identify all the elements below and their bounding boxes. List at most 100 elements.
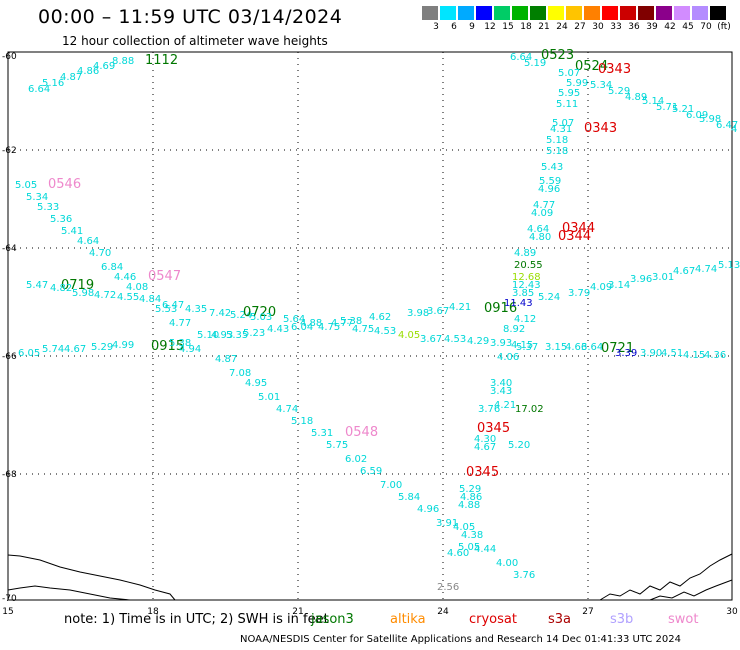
- wave-height-label: 5.18: [546, 135, 568, 146]
- wave-height-label: 5.05: [15, 180, 37, 191]
- note-text: note: 1) Time is in UTC; 2) SWH is in fe…: [64, 612, 329, 627]
- color-scale-swatch: [674, 6, 690, 20]
- color-scale-swatch: [458, 6, 474, 20]
- coastline-east-inner: [649, 579, 733, 601]
- wave-height-label: 4.64: [77, 236, 99, 247]
- color-scale-label: 6: [451, 22, 457, 32]
- wave-height-label: 4.86: [460, 492, 482, 503]
- wave-height-label: 4.60: [447, 548, 469, 559]
- color-scale-swatch: [566, 6, 582, 20]
- wave-height-label: 3.40: [490, 378, 512, 389]
- color-scale-label: 15: [502, 22, 514, 32]
- wave-height-label: 6.84: [101, 262, 123, 273]
- coastline-sw: [7, 585, 131, 601]
- color-scale-label: 42: [664, 22, 676, 32]
- wave-height-label: 4.09: [531, 208, 553, 219]
- wave-height-label: 4.00: [496, 558, 518, 569]
- wave-height-label: 4.88: [300, 318, 322, 329]
- wave-height-label: 5.98: [72, 288, 94, 299]
- legend-item-altika: altika: [390, 612, 426, 627]
- wave-height-label: 4.62: [369, 312, 391, 323]
- wave-height-label: 5.43: [541, 162, 563, 173]
- pass-time-label: 0548: [345, 425, 378, 440]
- wave-height-label: 6.64: [28, 84, 50, 95]
- wave-height-label: 4.36: [704, 350, 726, 361]
- wave-height-label: 4.86: [77, 66, 99, 77]
- wave-height-label: 6.05: [18, 348, 40, 359]
- wave-height-label: 4.44: [474, 544, 496, 555]
- wave-height-label: 5.99: [566, 78, 588, 89]
- wave-height-label: 4.64: [527, 224, 549, 235]
- wave-height-label: 4.87: [60, 72, 82, 83]
- wave-height-label: 4.09: [590, 282, 612, 293]
- wave-height-label: 3.76: [478, 404, 500, 415]
- color-scale-swatch: [638, 6, 654, 20]
- x-tick-label: 30: [726, 607, 738, 617]
- pass-time-label: 0345: [466, 465, 499, 480]
- color-scale-label: 27: [574, 22, 586, 32]
- wave-height-label: 3.91: [436, 518, 458, 529]
- y-tick-label: -68: [2, 470, 17, 480]
- coastline: [7, 553, 733, 601]
- wave-height-label: 4.75: [352, 324, 374, 335]
- x-tick-label: 15: [2, 607, 13, 617]
- wave-height-label: 3.76: [513, 570, 535, 581]
- pass-time-label: 0719: [61, 278, 94, 293]
- wave-height-label: 5.10: [197, 330, 219, 341]
- color-scale-label: 36: [628, 22, 640, 32]
- wave-height-label: 5.03: [250, 312, 272, 323]
- color-scale-swatch: [422, 6, 438, 20]
- pass-time-label: 0523: [541, 48, 574, 63]
- color-scale-swatch: [476, 6, 492, 20]
- wave-height-label: 7.08: [229, 368, 251, 379]
- wave-height-label: 8.88: [112, 56, 134, 67]
- wave-height-label: 4.77: [169, 318, 191, 329]
- wave-height-label: 3.90: [640, 348, 662, 359]
- wave-height-label: 5.71: [656, 102, 678, 113]
- wave-height-label: 17.02: [515, 404, 544, 415]
- x-tick-label: 27: [582, 607, 593, 617]
- legend-item-s3b: s3b: [610, 612, 634, 627]
- color-scale-swatch: [440, 6, 456, 20]
- wave-height-label: 5.21: [672, 104, 694, 115]
- pass-time-label: 0343: [584, 121, 617, 136]
- pass-time-label: 0344: [562, 221, 595, 236]
- pass-time-label: 0547: [148, 269, 181, 284]
- color-scale-swatch: [620, 6, 636, 20]
- legend-item-jason3: jason3: [311, 612, 354, 627]
- wave-height-label: 4.51: [661, 348, 683, 359]
- wave-height-label: 4.94: [179, 344, 201, 355]
- wave-height-label: 4.05: [453, 522, 475, 533]
- wave-height-label: 5.19: [524, 58, 546, 69]
- page-subtitle: 12 hour collection of altimeter wave hei…: [62, 34, 328, 48]
- wave-height-label: 5.35: [226, 330, 248, 341]
- wave-height-label: 5.38: [340, 316, 362, 327]
- wave-height-label: 5.16: [42, 78, 64, 89]
- wave-height-label: 5.34: [26, 192, 48, 203]
- wave-height-label: 5.29: [459, 484, 481, 495]
- wave-height-label: 7.00: [380, 480, 402, 491]
- y-tick-label: -70: [2, 594, 17, 604]
- wave-height-label: 4.69: [93, 61, 115, 72]
- wave-height-label: 6.64: [510, 52, 532, 63]
- page-title: 00:00 – 11:59 UTC 03/14/2024: [38, 6, 343, 28]
- color-scale-label: 33: [610, 22, 622, 32]
- wave-height-label: 5.95: [558, 88, 580, 99]
- wave-height-label: 5.64: [283, 314, 305, 325]
- wave-height-label: 5.36: [50, 214, 72, 225]
- pass-time-label: 0915: [151, 339, 184, 354]
- wave-height-label: 4.93: [211, 330, 233, 341]
- wave-height-label: 6.04: [291, 322, 313, 333]
- wave-height-label: 5.20: [508, 440, 530, 451]
- y-tick-label: -66: [2, 352, 17, 362]
- color-scale-swatch: [692, 6, 708, 20]
- color-scale-label: (ft): [717, 22, 731, 32]
- wave-height-label: 4.08: [126, 282, 148, 293]
- color-scale-label: 3: [433, 22, 439, 32]
- wave-height-label: 4.31: [550, 124, 572, 135]
- wave-height-label: 4.55: [117, 292, 139, 303]
- wave-height-label: 5.14: [642, 96, 664, 107]
- wave-height-label: 4.95: [245, 378, 267, 389]
- pass-time-label: 0524: [575, 59, 608, 74]
- wave-height-label: 4.89: [514, 248, 536, 259]
